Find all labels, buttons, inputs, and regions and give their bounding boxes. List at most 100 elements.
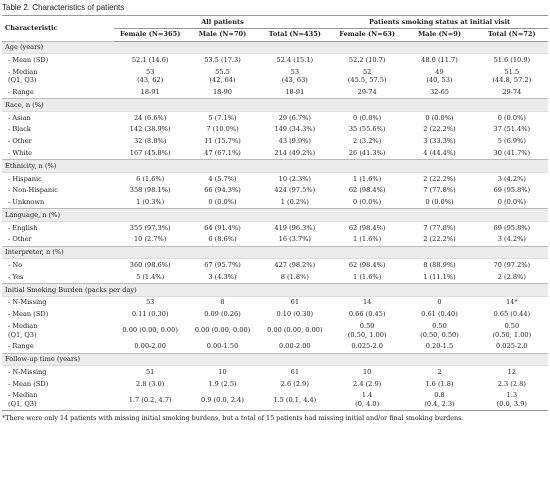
cell: 10 bbox=[362, 367, 372, 376]
cell: 0 bbox=[437, 298, 442, 307]
data-row: - Hispanic 6 (1.6%) 4 (5.7%) 10 (2.3%) 1 (1.… bbox=[2, 172, 548, 184]
cell: 5 (6.9%) bbox=[497, 137, 526, 146]
cell: 10 bbox=[218, 367, 227, 376]
column-header: Total (N=435) bbox=[258, 28, 331, 42]
section-row: Age (years) bbox=[2, 40, 548, 55]
row-label: - N-Missing bbox=[8, 298, 47, 307]
row-label: - Hispanic bbox=[8, 174, 42, 183]
data-row: - White 167 (45.8%) 47 (67.1%) 214 (49.2%) 2… bbox=[2, 147, 548, 159]
data-row: - Non-Hispanic 358 (98.1%) 66 (94.3%) 424 (… bbox=[2, 185, 548, 197]
cell: 12 bbox=[507, 367, 517, 376]
cell: 62 (98.4%) bbox=[348, 223, 386, 232]
cell: 4 (5.7%) bbox=[208, 174, 237, 183]
cell: 14 bbox=[362, 298, 372, 307]
cell: 52.4 (15.1) bbox=[276, 55, 314, 64]
table-container: Table 2. Characteristics of patients Cha… bbox=[2, 3, 548, 422]
cell: 52.2 (10.7) bbox=[348, 55, 386, 64]
cell: 49 (40, 53) bbox=[426, 67, 453, 85]
cell: 2.3 (2.8) bbox=[497, 379, 526, 388]
cell: 0.025-2.0 bbox=[351, 342, 383, 351]
cell: 0.50 (0.50, 0.50) bbox=[420, 321, 459, 339]
cell: 1 (1.6%) bbox=[353, 272, 382, 281]
group-header: All patients bbox=[114, 15, 331, 29]
column-header: Male (N=70) bbox=[186, 28, 259, 42]
cell: 53 (43, 62) bbox=[137, 67, 164, 85]
cell: 0.61 (0.40) bbox=[421, 310, 458, 319]
cell: 43 (9.9%) bbox=[278, 137, 312, 146]
cell: 70 (97.2%) bbox=[493, 261, 531, 270]
cell: 0.00-2.00 bbox=[279, 342, 311, 351]
cell: 214 (49.2%) bbox=[274, 149, 316, 157]
cell: 10 (2.7%) bbox=[133, 235, 167, 244]
cell: 32 (8.8%) bbox=[133, 137, 167, 146]
row-label: - Range bbox=[8, 342, 34, 351]
cell: 2.4 (2.9) bbox=[353, 379, 382, 388]
cell: 0.65 (0.44) bbox=[493, 310, 531, 319]
cell: 0 (0.0%) bbox=[425, 113, 454, 122]
cell: 69 (95.8%) bbox=[493, 186, 531, 195]
cell: 8 (1.8%) bbox=[280, 272, 309, 281]
cell: 53 (43, 63) bbox=[281, 67, 308, 85]
data-row: - Range 0.00-2.00 0.00-1.50 0.00-2.00 0.025-… bbox=[2, 341, 548, 353]
cell: 29 (6.7%) bbox=[278, 113, 312, 122]
cell: 1 (1.6%) bbox=[353, 174, 382, 183]
cell: 18-91 bbox=[285, 88, 305, 97]
cell: 3 (4.2%) bbox=[497, 235, 526, 244]
cell: 0 (0.0%) bbox=[353, 113, 382, 122]
cell: 0.00-1.50 bbox=[206, 342, 239, 351]
cell: 61 bbox=[290, 298, 300, 307]
section-label: Race, n (%) bbox=[2, 98, 548, 113]
row-label: - Unknown bbox=[8, 198, 45, 207]
cell: 35 (55.6%) bbox=[348, 125, 386, 134]
row-label: - Mean (SD) bbox=[8, 310, 49, 319]
cell: 355 (97.3%) bbox=[129, 223, 171, 232]
cell: 2 (3.2%) bbox=[353, 137, 382, 146]
section-row: Initial Smoking Burden (packs per day) bbox=[2, 283, 548, 297]
cell: 0 (0.0%) bbox=[497, 198, 526, 207]
cell: 7 (77.8%) bbox=[423, 186, 456, 195]
cell: 0 (0.0%) bbox=[208, 198, 237, 207]
cell: 0.8 (0.4, 2.3) bbox=[403, 389, 476, 412]
cell: 53.5 (17.3) bbox=[204, 55, 241, 64]
row-label: - Yes bbox=[8, 272, 24, 281]
cell: 3 (4.3%) bbox=[208, 272, 237, 281]
row-label: - Median (Q1, Q3) bbox=[2, 389, 114, 412]
row-label: - No bbox=[8, 261, 23, 270]
cell: 55.5 (42, 64) bbox=[209, 67, 236, 85]
cell: 0.09 (0.26) bbox=[204, 310, 241, 319]
cell: 32-65 bbox=[429, 88, 449, 97]
data-row: - Mean (SD) 2.8 (3.0) 1.9 (2.5) 2.6 (2.9) 2.… bbox=[2, 378, 548, 390]
cell: 64 (91.4%) bbox=[204, 223, 241, 232]
cell: 424 (97.5%) bbox=[274, 186, 316, 195]
cell: 2.8 (3.0) bbox=[136, 379, 165, 388]
cell: 37 (51.4%) bbox=[493, 125, 531, 134]
cell: 51.6 (10.9) bbox=[493, 55, 531, 64]
column-header: Characteristic bbox=[2, 15, 114, 42]
cell: 0.10 (0.30) bbox=[276, 310, 314, 319]
data-row: - N-Missing 53 8 61 14 0 14* bbox=[2, 296, 548, 308]
section-label: Language, n (%) bbox=[2, 208, 548, 223]
cell: 0.00 (0.00, 0.00) bbox=[122, 326, 178, 335]
cell: 26 (41.3%) bbox=[348, 149, 386, 157]
cell: 149 (34.3%) bbox=[274, 125, 316, 134]
section-row: Ethnicity, n (%) bbox=[2, 159, 548, 173]
data-row: - Median (Q1, Q3) 1.7 (0.2, 4.7) 0.9 (0.0,… bbox=[2, 389, 548, 412]
cell: 11 (15.7%) bbox=[204, 137, 241, 146]
cell: 1.4 (0, 4.0) bbox=[330, 389, 404, 412]
cell: 5 (1.4%) bbox=[136, 272, 165, 281]
cell: 358 (98.1%) bbox=[129, 186, 171, 195]
row-label: - Median (Q1, Q3) bbox=[8, 321, 38, 339]
cell: 0.025-2.0 bbox=[496, 342, 528, 351]
cell: 18-90 bbox=[212, 88, 232, 97]
cell: 1.3 (0.0, 3.9) bbox=[475, 389, 548, 412]
cell: 52.1 (14.6) bbox=[131, 55, 169, 64]
cell: 62 (98.4%) bbox=[348, 261, 386, 270]
cell: 360 (98.6%) bbox=[129, 261, 171, 270]
cell: 67 (95.7%) bbox=[204, 261, 241, 270]
group-header: Patients smoking status at initial visit bbox=[330, 15, 548, 29]
cell: 53 bbox=[145, 298, 155, 307]
cell: 1 (0.2%) bbox=[280, 198, 309, 207]
row-label: - Median (Q1, Q3) bbox=[8, 67, 38, 85]
section-label: Age (years) bbox=[2, 40, 548, 55]
